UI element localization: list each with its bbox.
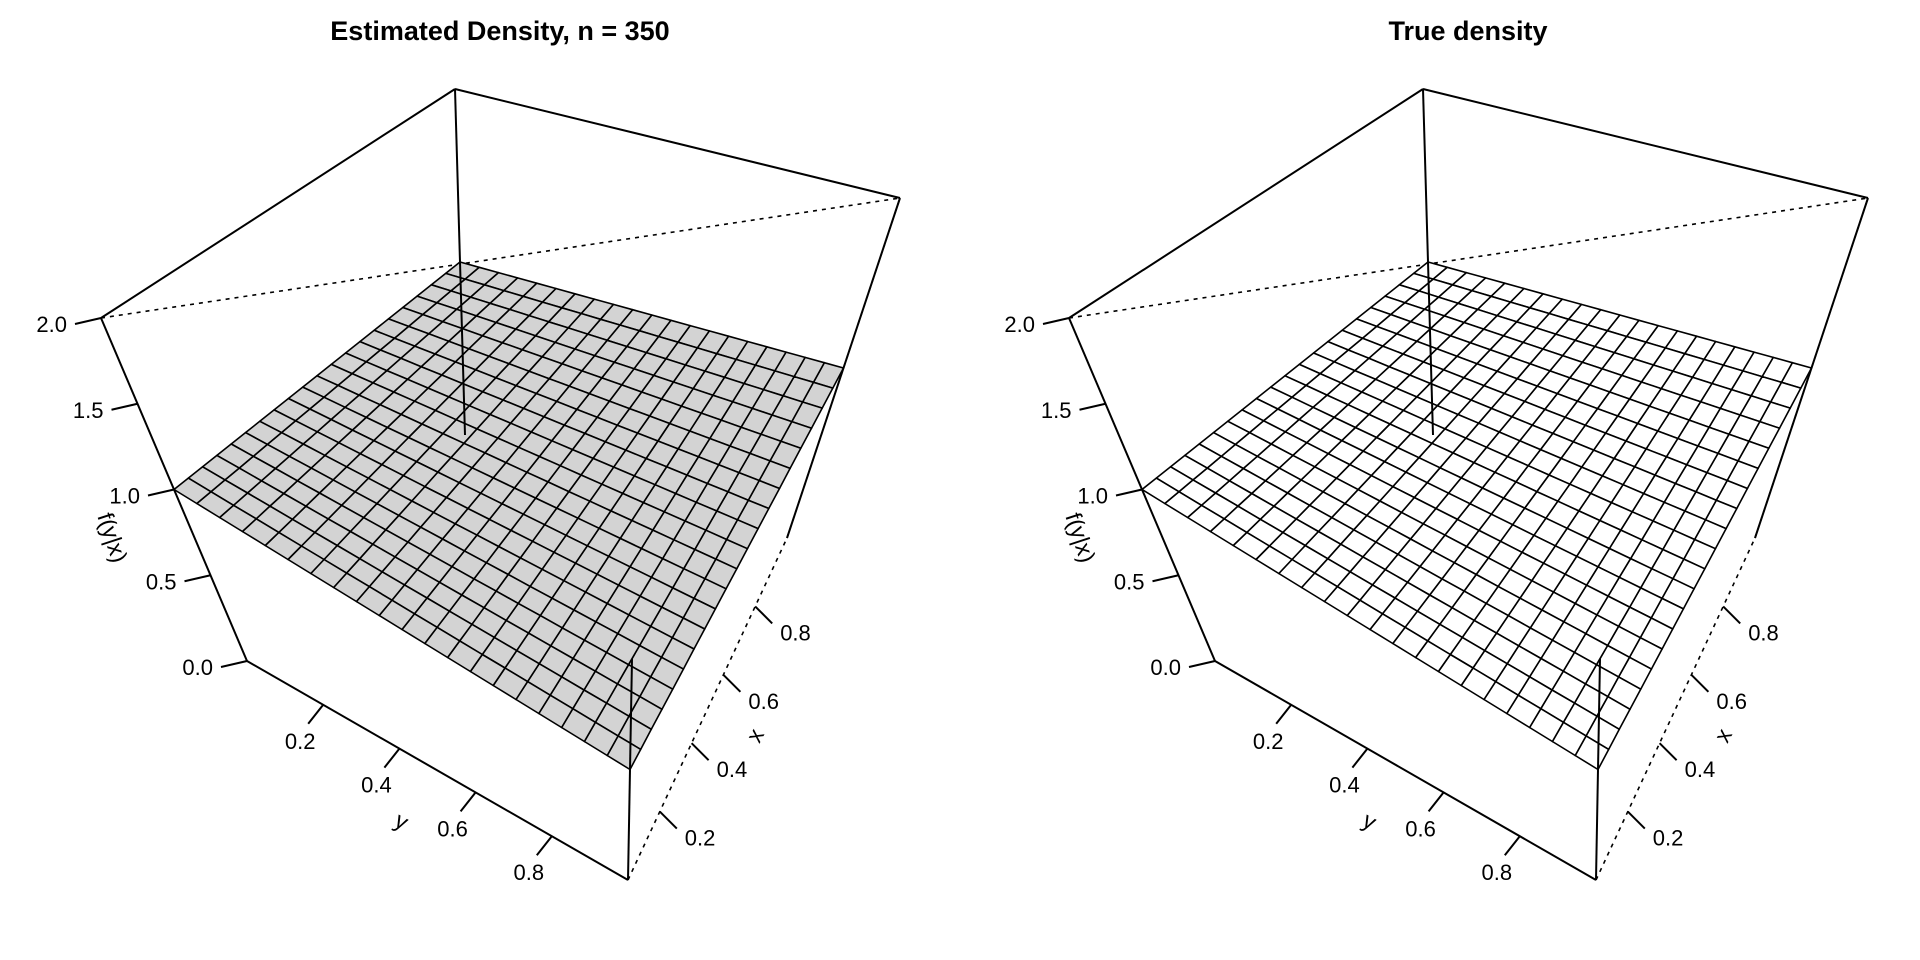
z-tick-label: 0.0 (182, 655, 213, 680)
x-tick-label: 0.8 (1748, 620, 1779, 645)
density-surface (173, 261, 845, 771)
panel-true-density: True density 0.0 0.5 1.0 1.5 2.0 0.2 0.4 0.6 0.8… (1004, 16, 1869, 885)
x-tick (1627, 810, 1646, 830)
z-tick-label: 1.5 (73, 398, 104, 423)
x-tick-label: 0.6 (748, 689, 779, 714)
density-surface (1141, 261, 1813, 771)
x-axis-label: x (741, 724, 770, 747)
z-tick (1188, 660, 1216, 668)
box-edge (454, 88, 466, 436)
chart-title: True density (1388, 16, 1547, 46)
y-tick (1427, 791, 1445, 813)
y-tick-label: 0.8 (514, 860, 545, 885)
x-tick (722, 674, 742, 693)
x-tick-label: 0.4 (1685, 757, 1716, 782)
box-edge (454, 88, 901, 199)
y-tick (383, 747, 401, 769)
y-axis-label: y (1359, 807, 1382, 836)
box-edge (1068, 88, 1424, 319)
z-axis-label: f(y|x) (1060, 509, 1100, 565)
z-axis-label: f(y|x) (92, 509, 132, 565)
box-edge (1595, 658, 1601, 881)
z-tick-label: 2.0 (1004, 312, 1035, 337)
y-tick (1351, 747, 1369, 769)
chart-title: Estimated Density, n = 350 (330, 16, 669, 46)
z-tick-label: 0.0 (1150, 655, 1181, 680)
x-tick-label: 0.8 (780, 620, 811, 645)
z-tick (1152, 574, 1179, 583)
y-tick-label: 0.8 (1482, 860, 1513, 885)
x-tick-label: 0.6 (1716, 689, 1747, 714)
x-tick-label: 0.4 (717, 757, 748, 782)
y-tick-label: 0.6 (437, 816, 468, 841)
panel-estimated-density: Estimated Density, n = 350 0.0 0.5 1.0 1.5 2… (36, 16, 901, 885)
z-tick-label: 1.5 (1041, 398, 1072, 423)
z-tick (184, 574, 211, 583)
x-tick (690, 742, 710, 761)
z-tick-label: 1.0 (1077, 484, 1108, 509)
y-tick-label: 0.6 (1405, 816, 1436, 841)
x-tick (659, 810, 678, 830)
y-tick-label: 0.4 (1329, 773, 1360, 798)
x-tick-label: 0.2 (1653, 826, 1684, 851)
box-edge (246, 660, 629, 881)
y-tick (459, 791, 477, 813)
box-edge (1422, 88, 1869, 199)
y-tick-label: 0.2 (1253, 729, 1284, 754)
z-tick (111, 402, 138, 411)
z-tick (220, 660, 248, 668)
x-axis-label: x (1709, 724, 1738, 747)
box-edge (1214, 660, 1597, 881)
x-tick-label: 0.2 (685, 826, 716, 851)
x-tick (1722, 605, 1741, 625)
y-tick-label: 0.4 (361, 773, 392, 798)
z-tick-label: 2.0 (36, 312, 67, 337)
z-tick (1042, 317, 1070, 325)
y-axis-label: y (391, 807, 414, 836)
box-edge (627, 658, 633, 881)
z-tick (1079, 402, 1106, 411)
y-tick (1504, 835, 1521, 856)
x-tick (1658, 742, 1678, 761)
box-edges (100, 88, 901, 881)
y-tick (536, 835, 553, 856)
box-edge (1422, 88, 1434, 436)
x-tick (1690, 674, 1710, 693)
box-edge (100, 88, 456, 319)
y-tick-label: 0.2 (285, 729, 316, 754)
z-tick (74, 317, 102, 325)
y-tick (1275, 704, 1292, 725)
z-tick-label: 0.5 (146, 569, 177, 594)
y-tick (307, 704, 324, 725)
z-tick (1115, 488, 1143, 497)
z-tick (147, 488, 175, 497)
z-tick-label: 0.5 (1114, 569, 1145, 594)
surface-cell (1141, 477, 1180, 505)
z-tick-label: 1.0 (109, 484, 140, 509)
box-edge (1754, 197, 1869, 539)
surface-cell (173, 477, 212, 505)
x-tick (754, 605, 773, 625)
box-edge (786, 197, 901, 539)
